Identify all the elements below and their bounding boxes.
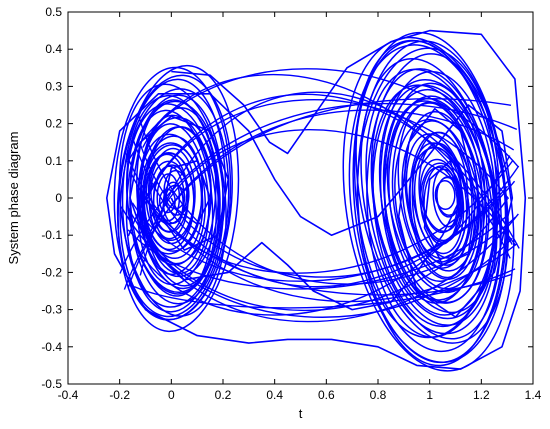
cross-over-orbit bbox=[137, 114, 516, 285]
y-tick-label: 0.5 bbox=[45, 5, 62, 19]
x-axis-label: t bbox=[299, 406, 303, 421]
trajectory-layer bbox=[106, 29, 527, 372]
right-scroll-loop bbox=[360, 57, 498, 335]
x-tick-label: 0 bbox=[168, 388, 175, 402]
cross-over-orbit bbox=[133, 268, 516, 309]
cross-over-orbit bbox=[142, 74, 511, 259]
y-tick-label: -0.1 bbox=[41, 228, 62, 242]
left-scroll-loop bbox=[117, 64, 240, 333]
right-scroll-loop bbox=[371, 84, 495, 320]
x-tick-label: 1.4 bbox=[525, 388, 542, 402]
y-tick-label: 0 bbox=[55, 191, 62, 205]
left-scroll-loop bbox=[125, 94, 224, 313]
x-tick-label: 0.4 bbox=[266, 388, 283, 402]
right-scroll-loop bbox=[383, 82, 486, 301]
x-axis-ticks: -0.4 -0.2 0 0.2 0.4 0.6 0.8 1 1.2 1.4 bbox=[58, 12, 542, 402]
y-tick-label: -0.2 bbox=[41, 265, 62, 279]
cross-over-orbit bbox=[144, 129, 516, 247]
right-scroll-loop bbox=[353, 40, 502, 353]
y-tick-label: 0.3 bbox=[45, 79, 62, 93]
x-tick-label: -0.2 bbox=[109, 388, 130, 402]
x-tick-label: 0.2 bbox=[215, 388, 232, 402]
y-tick-label: 0.1 bbox=[45, 154, 62, 168]
y-tick-label: -0.4 bbox=[41, 340, 62, 354]
x-tick-label: 0.6 bbox=[318, 388, 335, 402]
x-tick-label: -0.4 bbox=[58, 388, 79, 402]
right-scroll-loop bbox=[356, 40, 507, 367]
cross-over-orbit bbox=[141, 99, 510, 211]
y-tick-label: 0.4 bbox=[45, 42, 62, 56]
y-tick-label: 0.2 bbox=[45, 117, 62, 131]
cross-over-orbit bbox=[131, 185, 509, 282]
right-scroll-loop bbox=[434, 179, 456, 211]
cross-over-orbit bbox=[139, 160, 514, 274]
plot-area: -0.4 -0.2 0 0.2 0.4 0.6 0.8 1 1.2 1.4 -0.5-0.4-0.… bbox=[41, 5, 541, 402]
x-tick-label: 1 bbox=[426, 388, 433, 402]
x-tick-label: 1.2 bbox=[473, 388, 490, 402]
cross-over-orbit bbox=[136, 155, 511, 316]
cross-over-orbit bbox=[127, 93, 513, 245]
cross-over-orbit bbox=[136, 213, 519, 323]
cross-over-orbit bbox=[119, 102, 518, 274]
cross-over-orbit bbox=[127, 198, 509, 312]
right-scroll-loop bbox=[342, 36, 515, 372]
y-tick-label: -0.3 bbox=[41, 303, 62, 317]
right-scroll-loop bbox=[365, 68, 502, 340]
x-tick-label: 0.8 bbox=[370, 388, 387, 402]
y-tick-label: -0.5 bbox=[41, 377, 62, 391]
y-axis-ticks: -0.5 -0.4 -0.3 -0.2 -0.1 0 0.1 0.2 0.3 0.4 0.5 bbox=[41, 5, 533, 391]
right-scroll-loop bbox=[409, 131, 476, 279]
cross-over-orbit bbox=[127, 109, 515, 289]
y-axis-label: System phase diagram bbox=[6, 132, 21, 265]
